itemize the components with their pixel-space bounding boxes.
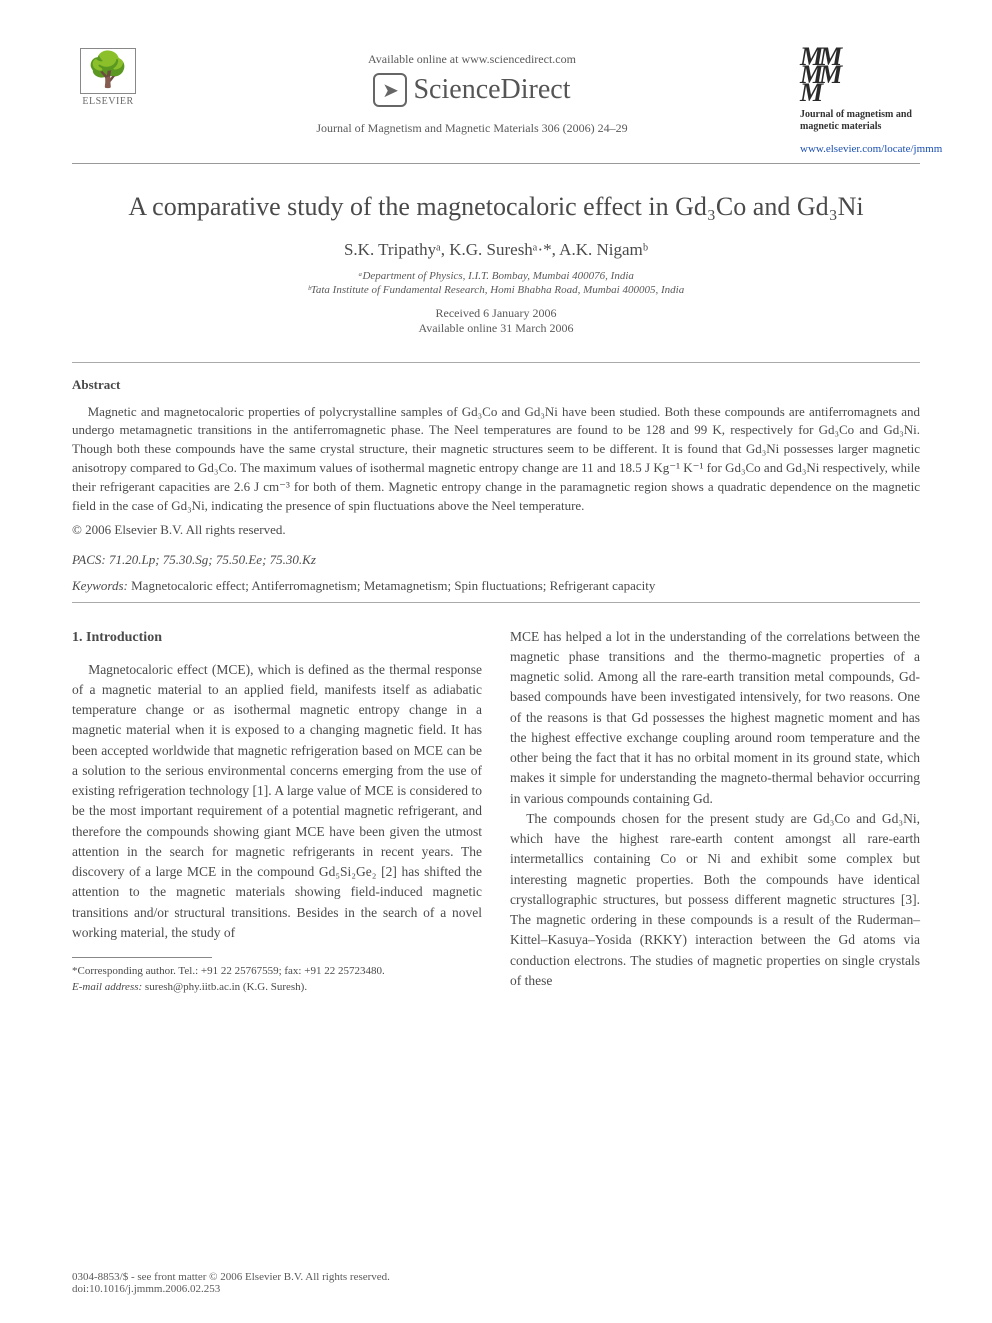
right-column: MCE has helped a lot in the understandin… [510,627,920,995]
pacs-label: PACS: [72,552,106,567]
email-label: E-mail address: [72,981,142,993]
corresponding-author-footnote: *Corresponding author. Tel.: +91 22 2576… [72,964,482,979]
sciencedirect-bulb-icon: ➤ [373,73,407,107]
online-date: Available online 31 March 2006 [72,321,920,336]
intro-paragraph-right-1: MCE has helped a lot in the understandin… [510,627,920,809]
intro-paragraph-left: Magnetocaloric effect (MCE), which is de… [72,660,482,944]
article-dates: Received 6 January 2006 Available online… [72,306,920,336]
email-value: suresh@phy.iitb.ac.in (K.G. Suresh). [142,981,307,993]
page-footer: 0304-8853/$ - see front matter © 2006 El… [72,1271,390,1295]
authors-line: S.K. Tripathyᵃ, K.G. Sureshᵃ·*, A.K. Nig… [72,240,920,260]
elsevier-tree-icon: 🌳 [80,48,136,94]
section-1-heading: 1. Introduction [72,627,482,648]
received-date: Received 6 January 2006 [72,306,920,321]
footer-front-matter: 0304-8853/$ - see front matter © 2006 El… [72,1271,390,1283]
jmmm-mark-icon: MM MM M [800,48,920,103]
sciencedirect-logo: ➤ ScienceDirect [373,73,570,107]
pacs-line: PACS: 71.20.Lp; 75.30.Sg; 75.50.Ee; 75.3… [72,552,920,568]
affiliation-a: ᵃDepartment of Physics, I.I.T. Bombay, M… [72,270,920,282]
jmmm-logo: MM MM M Journal of magnetism and magneti… [800,48,920,155]
journal-reference: Journal of Magnetism and Magnetic Materi… [144,121,800,136]
abstract-body: Magnetic and magnetocaloric properties o… [72,403,920,516]
abstract-top-rule [72,362,920,363]
article-title: A comparative study of the magnetocalori… [72,192,920,222]
keywords-line: Keywords: Magnetocaloric effect; Antifer… [72,578,920,594]
left-column: 1. Introduction Magnetocaloric effect (M… [72,627,482,995]
affiliation-b: ᵇTata Institute of Fundamental Research,… [72,284,920,296]
jmmm-title: Journal of magnetism and magnetic materi… [800,109,920,133]
intro-paragraph-right-2: The compounds chosen for the present stu… [510,809,920,991]
center-header: Available online at www.sciencedirect.co… [144,48,800,136]
elsevier-logo: 🌳 ELSEVIER [72,48,144,107]
pacs-value: 71.20.Lp; 75.30.Sg; 75.50.Ee; 75.30.Kz [106,552,316,567]
elsevier-label: ELSEVIER [72,96,144,107]
keywords-value: Magnetocaloric effect; Antiferromagnetis… [128,578,656,593]
header-rule [72,163,920,164]
abstract-bottom-rule [72,602,920,603]
abstract-heading: Abstract [72,377,920,393]
email-footnote: E-mail address: suresh@phy.iitb.ac.in (K… [72,980,482,995]
page-header: 🌳 ELSEVIER Available online at www.scien… [72,48,920,155]
body-columns: 1. Introduction Magnetocaloric effect (M… [72,627,920,995]
abstract-copyright: © 2006 Elsevier B.V. All rights reserved… [72,522,920,538]
footnote-rule [72,957,212,958]
keywords-label: Keywords: [72,578,128,593]
sciencedirect-text: ScienceDirect [413,74,570,106]
available-online-text: Available online at www.sciencedirect.co… [144,52,800,67]
jmmm-link[interactable]: www.elsevier.com/locate/jmmm [800,143,920,155]
footer-doi: doi:10.1016/j.jmmm.2006.02.253 [72,1283,390,1295]
